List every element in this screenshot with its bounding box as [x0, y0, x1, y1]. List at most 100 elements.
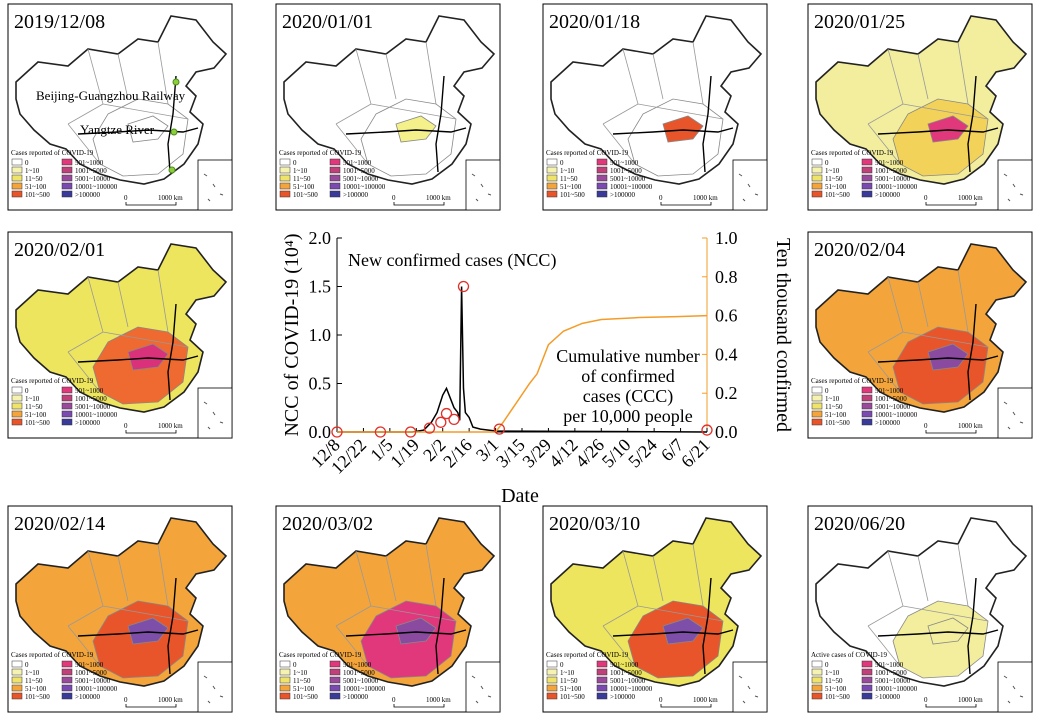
legend-swatch [12, 183, 22, 189]
map-date: 2020/03/02 [282, 513, 373, 535]
legend-label: 1~10 [25, 395, 40, 403]
map-date: 2020/06/20 [814, 513, 905, 535]
scale-label: 1000 km [158, 194, 183, 202]
inset-box [998, 662, 1032, 712]
legend-swatch [812, 661, 822, 667]
legend-label: 1~10 [560, 669, 575, 677]
inset-box [466, 662, 500, 712]
legend-label: 10001~100000 [343, 183, 386, 191]
map-date: 2020/02/01 [14, 239, 105, 261]
scale-zero: 0 [392, 696, 396, 704]
legend-label: 1001~5000 [343, 167, 375, 175]
legend-swatch [12, 685, 22, 691]
inset-box [198, 388, 232, 438]
chart-annotation: of confirmed [581, 366, 674, 386]
legend-swatch [812, 403, 822, 409]
legend-swatch [280, 183, 290, 189]
y2-tick-label: 0.6 [715, 306, 738, 326]
legend-label: 501~1000 [875, 159, 904, 167]
scale-zero: 0 [924, 696, 928, 704]
scale-zero: 0 [124, 422, 128, 430]
legend-swatch [12, 661, 22, 667]
legend-label: 51~100 [825, 411, 847, 419]
legend-swatch [597, 175, 607, 181]
scale-zero: 0 [124, 696, 128, 704]
legend-label: 501~1000 [75, 661, 104, 669]
legend-swatch [547, 677, 557, 683]
legend-label: 1~10 [293, 669, 308, 677]
legend-swatch [547, 685, 557, 691]
legend-label: 11~50 [825, 175, 843, 183]
legend-label: 1~10 [293, 167, 308, 175]
legend-swatch [280, 175, 290, 181]
legend-swatch [597, 685, 607, 691]
legend-label: 501~1000 [75, 159, 104, 167]
legend-swatch [280, 669, 290, 675]
legend-swatch [862, 677, 872, 683]
legend-label: 11~50 [560, 677, 578, 685]
legend-swatch [812, 183, 822, 189]
legend-swatch [62, 669, 72, 675]
inset-box [733, 160, 767, 210]
y2-tick-label: 0.2 [715, 383, 738, 403]
y2-tick-label: 0.0 [715, 422, 738, 442]
legend-swatch [330, 685, 340, 691]
legend-label: 51~100 [560, 183, 582, 191]
scale-zero: 0 [659, 194, 663, 202]
legend-label: 101~500 [25, 419, 50, 427]
map-date: 2020/01/25 [814, 11, 905, 33]
legend-swatch [62, 403, 72, 409]
legend-swatch [812, 411, 822, 417]
legend-swatch [547, 191, 557, 197]
y2-tick-label: 0.4 [715, 344, 738, 364]
legend-swatch [12, 175, 22, 181]
legend-label: 1~10 [825, 395, 840, 403]
map-annotation: Yangtze River [80, 122, 155, 137]
legend-label: 1001~5000 [343, 669, 375, 677]
y2-tick-label: 0.8 [715, 267, 738, 287]
legend-swatch [330, 175, 340, 181]
legend-swatch [280, 167, 290, 173]
y-tick-label: 0.5 [309, 374, 332, 394]
legend-swatch [62, 395, 72, 401]
legend-swatch [62, 411, 72, 417]
scale-label: 1000 km [958, 422, 983, 430]
legend-title: Cases reported of COVID-19 [11, 377, 94, 385]
legend-label: 0 [25, 387, 29, 395]
scale-label: 1000 km [958, 696, 983, 704]
x-tick-label: 1/19 [386, 435, 423, 472]
legend-swatch [597, 693, 607, 699]
map-panel: 2020/01/01Cases reported of COVID-1901~1… [276, 4, 500, 210]
legend-label: >100000 [75, 419, 100, 427]
legend-swatch [62, 693, 72, 699]
x-tick-label: 5/24 [624, 435, 661, 472]
map-date: 2020/01/18 [549, 11, 640, 33]
legend-label: 1~10 [25, 167, 40, 175]
legend-label: 501~1000 [875, 387, 904, 395]
legend-swatch [12, 387, 22, 393]
legend-title: Cases reported of COVID-19 [279, 149, 362, 157]
legend-swatch [547, 669, 557, 675]
legend-label: 10001~100000 [610, 685, 653, 693]
legend-swatch [862, 419, 872, 425]
legend-label: 5001~10000 [610, 175, 646, 183]
legend-label: 10001~100000 [875, 411, 918, 419]
legend-label: 11~50 [25, 403, 43, 411]
legend-swatch [12, 403, 22, 409]
legend-title: Cases reported of COVID-19 [546, 651, 629, 659]
legend-label: 51~100 [825, 183, 847, 191]
legend-swatch [12, 411, 22, 417]
legend-label: 1~10 [25, 669, 40, 677]
legend-swatch [12, 677, 22, 683]
inset-box [998, 160, 1032, 210]
legend-label: 501~1000 [343, 159, 372, 167]
scale-label: 1000 km [158, 696, 183, 704]
legend-label: >100000 [75, 191, 100, 199]
legend-swatch [862, 183, 872, 189]
legend-label: 11~50 [825, 677, 843, 685]
legend-label: 1001~5000 [75, 669, 107, 677]
legend-swatch [330, 159, 340, 165]
legend-label: 51~100 [560, 685, 582, 693]
